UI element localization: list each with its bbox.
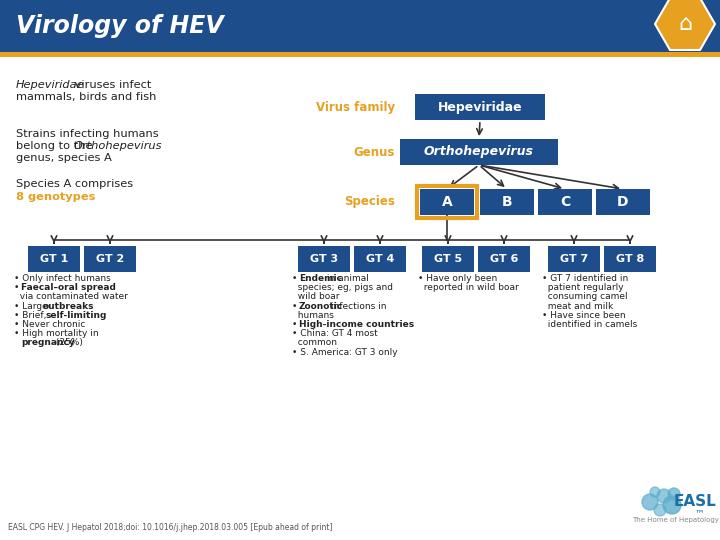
Text: • Large: • Large [14, 302, 50, 310]
Text: GT 1: GT 1 [40, 254, 68, 264]
Text: •: • [292, 320, 300, 329]
Text: viruses infect: viruses infect [71, 80, 151, 90]
Text: Strains infecting humans: Strains infecting humans [16, 129, 158, 139]
Text: Orthohepevirus: Orthohepevirus [424, 145, 534, 159]
Text: GT 6: GT 6 [490, 254, 518, 264]
Text: Genus: Genus [354, 145, 395, 159]
Text: A: A [441, 195, 452, 209]
Text: High-income countries: High-income countries [299, 320, 414, 329]
FancyBboxPatch shape [478, 246, 530, 272]
Text: Zoonotic: Zoonotic [299, 302, 343, 310]
Text: common: common [292, 339, 337, 347]
Circle shape [642, 494, 658, 510]
Text: self-limiting: self-limiting [46, 311, 107, 320]
Text: Virus family: Virus family [316, 100, 395, 113]
Text: • High mortality in: • High mortality in [14, 329, 99, 338]
FancyBboxPatch shape [422, 246, 474, 272]
Text: wild boar: wild boar [292, 292, 340, 301]
Text: (25%): (25%) [53, 339, 83, 347]
Text: GT 7: GT 7 [560, 254, 588, 264]
FancyBboxPatch shape [400, 139, 558, 165]
Text: Species A comprises: Species A comprises [16, 179, 133, 189]
Text: GT 3: GT 3 [310, 254, 338, 264]
FancyBboxPatch shape [548, 246, 600, 272]
Text: • Brief,: • Brief, [14, 311, 49, 320]
Circle shape [654, 504, 666, 516]
FancyBboxPatch shape [298, 246, 350, 272]
FancyBboxPatch shape [415, 94, 545, 120]
Text: ™: ™ [695, 508, 705, 518]
Text: consuming camel: consuming camel [542, 292, 628, 301]
Text: identified in camels: identified in camels [542, 320, 637, 329]
Text: • China: GT 4 most: • China: GT 4 most [292, 329, 378, 338]
FancyBboxPatch shape [84, 246, 136, 272]
Text: •: • [14, 283, 22, 292]
Text: • Only infect humans: • Only infect humans [14, 274, 111, 283]
Text: Virology of HEV: Virology of HEV [16, 14, 224, 38]
FancyBboxPatch shape [480, 189, 534, 215]
Text: GT 8: GT 8 [616, 254, 644, 264]
FancyBboxPatch shape [538, 189, 592, 215]
Text: • GT 7 identified in: • GT 7 identified in [542, 274, 629, 283]
Text: •: • [292, 274, 300, 283]
FancyBboxPatch shape [354, 246, 406, 272]
Text: 8 genotypes: 8 genotypes [16, 192, 95, 202]
Text: reported in wild boar: reported in wild boar [418, 283, 518, 292]
Text: • Have since been: • Have since been [542, 311, 626, 320]
Text: via contaminated water: via contaminated water [14, 292, 128, 301]
Text: infections in: infections in [328, 302, 386, 310]
Text: patient regularly: patient regularly [542, 283, 624, 292]
Text: • Never chronic: • Never chronic [14, 320, 86, 329]
Text: species; eg, pigs and: species; eg, pigs and [292, 283, 393, 292]
Circle shape [668, 488, 680, 500]
FancyBboxPatch shape [604, 246, 656, 272]
Text: Hepeviridae: Hepeviridae [16, 80, 85, 90]
Text: Endemic: Endemic [299, 274, 342, 283]
Text: meat and milk: meat and milk [542, 302, 613, 310]
FancyBboxPatch shape [0, 0, 720, 52]
FancyBboxPatch shape [420, 189, 474, 215]
Text: Faecal–oral spread: Faecal–oral spread [21, 283, 116, 292]
FancyBboxPatch shape [0, 52, 720, 57]
Text: humans: humans [292, 311, 334, 320]
Text: mammals, birds and fish: mammals, birds and fish [16, 92, 156, 102]
Text: GT 5: GT 5 [434, 254, 462, 264]
Text: B: B [502, 195, 513, 209]
Text: Species: Species [344, 195, 395, 208]
Text: GT 4: GT 4 [366, 254, 394, 264]
Polygon shape [655, 0, 715, 50]
Text: genus, species A: genus, species A [16, 153, 112, 163]
Text: GT 2: GT 2 [96, 254, 124, 264]
Text: Orthohepevirus: Orthohepevirus [74, 141, 163, 151]
FancyBboxPatch shape [596, 189, 650, 215]
Text: in animal: in animal [324, 274, 369, 283]
FancyBboxPatch shape [28, 246, 80, 272]
Text: belong to the: belong to the [16, 141, 96, 151]
Text: outbreaks: outbreaks [42, 302, 94, 310]
Text: EASL: EASL [674, 495, 716, 510]
Text: Hepeviridae: Hepeviridae [438, 100, 522, 113]
Text: • S. America: GT 3 only: • S. America: GT 3 only [292, 348, 397, 356]
Text: The Home of Hepatology: The Home of Hepatology [633, 517, 719, 523]
Text: EASL CPG HEV. J Hepatol 2018;doi: 10.1016/j.jhep.2018.03.005 [Epub ahead of prin: EASL CPG HEV. J Hepatol 2018;doi: 10.101… [8, 523, 333, 532]
Text: • Have only been: • Have only been [418, 274, 498, 283]
Circle shape [650, 487, 660, 497]
Text: •: • [292, 302, 300, 310]
Text: ⌂: ⌂ [678, 14, 692, 34]
Text: pregnancy: pregnancy [21, 339, 75, 347]
Circle shape [663, 496, 681, 514]
Text: C: C [560, 195, 570, 209]
Text: D: D [617, 195, 629, 209]
Circle shape [657, 489, 671, 503]
